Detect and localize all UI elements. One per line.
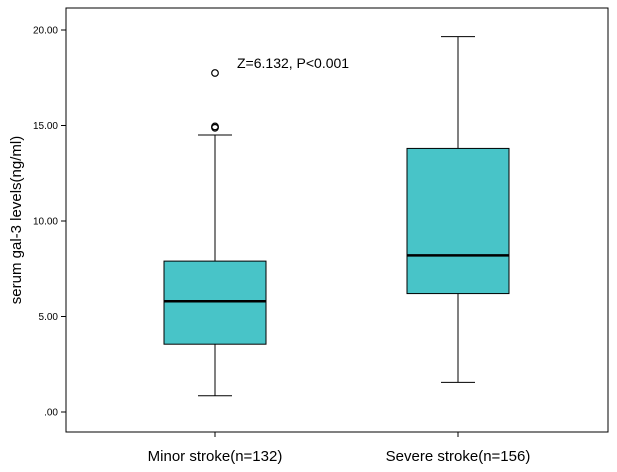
boxes xyxy=(163,36,510,397)
iqr-box xyxy=(406,147,510,295)
x-axis: Minor stroke(n=132) Severe stroke(n=156) xyxy=(148,432,531,465)
box-group xyxy=(406,36,510,383)
iqr-box xyxy=(163,260,267,345)
category-label: Severe stroke(n=156) xyxy=(386,448,531,465)
y-tick-label: 20.00 xyxy=(33,26,58,37)
box-group xyxy=(163,69,267,397)
y-tick-label: 15.00 xyxy=(33,121,58,132)
stat-annotation: Z=6.132, P<0.001 xyxy=(237,55,349,71)
y-axis-title: serum gal-3 levels(ng/ml) xyxy=(8,136,25,304)
outlier-point xyxy=(211,123,219,132)
category-label: Minor stroke(n=132) xyxy=(148,448,283,465)
outlier-point xyxy=(211,69,219,77)
plot-frame xyxy=(65,7,609,433)
y-tick-label: 10.00 xyxy=(33,217,58,228)
y-tick-label: 5.00 xyxy=(39,312,59,323)
y-tick-label: .00 xyxy=(44,408,58,419)
y-axis: .00 5.00 10.00 15.00 20.00 xyxy=(33,26,66,419)
